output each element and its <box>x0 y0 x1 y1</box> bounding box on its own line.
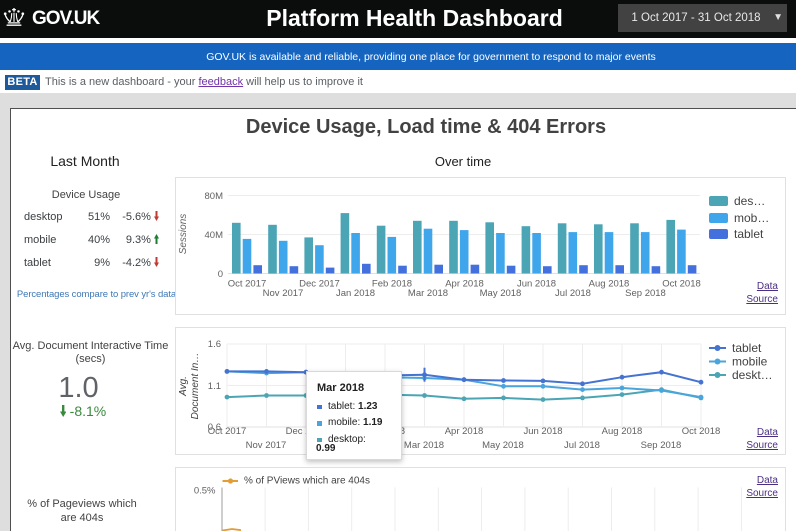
svg-text:0.5%: 0.5% <box>194 486 216 497</box>
svg-text:Oct 2017: Oct 2017 <box>208 426 247 437</box>
svg-text:Aug 2018: Aug 2018 <box>589 279 630 290</box>
svg-text:40M: 40M <box>205 230 224 241</box>
svg-text:Apr 2018: Apr 2018 <box>445 279 484 290</box>
svg-text:1.6: 1.6 <box>208 339 221 350</box>
svg-text:Nov 2017: Nov 2017 <box>246 440 287 451</box>
svg-text:Mar 2018: Mar 2018 <box>404 440 444 451</box>
svg-text:Feb 2018: Feb 2018 <box>372 279 412 290</box>
svg-text:Jun 2018: Jun 2018 <box>523 426 562 437</box>
svg-text:tablet: tablet <box>732 341 762 355</box>
svg-text:Sep 2018: Sep 2018 <box>641 440 682 451</box>
svg-text:mobile: mobile <box>732 355 768 369</box>
svg-text:May 2018: May 2018 <box>480 288 522 299</box>
svg-text:Jun 2018: Jun 2018 <box>517 279 556 290</box>
svg-text:% of PViews which are 404s: % of PViews which are 404s <box>244 476 370 487</box>
svg-text:Aug 2018: Aug 2018 <box>602 426 643 437</box>
svg-text:1.1: 1.1 <box>208 381 221 392</box>
svg-text:80M: 80M <box>205 191 224 202</box>
svg-text:Oct 2018: Oct 2018 <box>682 426 721 437</box>
svg-text:Oct 2018: Oct 2018 <box>662 279 701 290</box>
svg-text:0: 0 <box>218 269 223 280</box>
svg-text:tablet: tablet <box>734 227 764 241</box>
svg-text:des…: des… <box>734 194 765 208</box>
svg-text:Avg.: Avg. <box>178 376 189 397</box>
svg-text:Jul 2018: Jul 2018 <box>555 288 591 299</box>
svg-text:mob…: mob… <box>734 211 769 225</box>
svg-text:Apr 2018: Apr 2018 <box>445 426 484 437</box>
svg-text:Mar 2018: Mar 2018 <box>408 288 448 299</box>
svg-text:0.6: 0.6 <box>208 422 221 433</box>
svg-text:Jan 2018: Jan 2018 <box>336 288 375 299</box>
svg-text:Sessions: Sessions <box>178 214 189 255</box>
svg-text:May 2018: May 2018 <box>482 440 524 451</box>
svg-text:Document In…: Document In… <box>190 353 201 420</box>
svg-text:Oct 2017: Oct 2017 <box>228 279 267 290</box>
svg-text:Nov 2017: Nov 2017 <box>263 288 304 299</box>
svg-text:deskt…: deskt… <box>732 368 773 382</box>
svg-text:Dec 2017: Dec 2017 <box>299 279 340 290</box>
svg-text:Sep 2018: Sep 2018 <box>625 288 666 299</box>
svg-text:Jul 2018: Jul 2018 <box>564 440 600 451</box>
